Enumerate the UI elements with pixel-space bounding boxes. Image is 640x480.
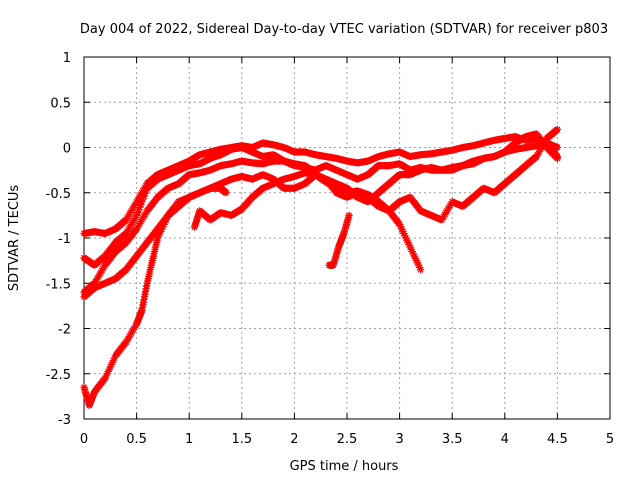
- x-tick-label: 3: [395, 432, 403, 447]
- data-point-marker: [417, 266, 425, 274]
- data-point-marker: [404, 238, 412, 247]
- data-point-marker: [553, 143, 561, 152]
- grid: [84, 57, 610, 419]
- x-tick-label: 0: [80, 432, 88, 447]
- chart-title: Day 004 of 2022, Sidereal Day-to-day VTE…: [80, 22, 608, 37]
- y-axis-tick-labels: 1 0.5 0 -0.5 -1 -1.5 -2 -2.5 -3: [46, 51, 71, 428]
- data-point-marker: [139, 195, 147, 203]
- y-tick-label: -1: [58, 232, 71, 247]
- data-point-marker: [109, 356, 118, 364]
- data-point-marker: [155, 232, 163, 240]
- x-tick-label: 4: [501, 432, 509, 447]
- data-point-marker: [345, 211, 353, 219]
- data-point-marker: [401, 232, 409, 240]
- series-track-6: [190, 169, 425, 274]
- data-point-marker: [106, 363, 114, 371]
- x-axis-tick-labels: 0 0.5 1 1.5 2 2.5 3 3.5 4 4.5 5: [80, 432, 614, 447]
- x-axis-title: GPS time / hours: [290, 459, 399, 474]
- data-point-marker: [396, 220, 404, 229]
- data-point-marker: [398, 225, 406, 233]
- y-tick-label: -0.5: [46, 187, 71, 202]
- data-point-marker: [406, 243, 414, 251]
- data-point-marker: [408, 247, 416, 256]
- data-series: [80, 125, 561, 410]
- data-point-marker: [405, 241, 413, 249]
- data-point-marker: [222, 189, 230, 197]
- data-point-marker: [156, 229, 164, 238]
- data-point-marker: [409, 250, 417, 258]
- data-point-marker: [108, 358, 117, 367]
- data-point-marker: [411, 254, 419, 262]
- y-tick-label: 0: [63, 142, 71, 157]
- x-tick-label: 4.5: [547, 432, 568, 447]
- data-point-marker: [553, 152, 561, 161]
- axis-ticks: [83, 56, 611, 420]
- data-point-marker: [400, 229, 408, 238]
- data-point-marker: [140, 192, 148, 200]
- x-tick-label: 1.5: [231, 432, 252, 447]
- data-point-marker: [158, 225, 166, 233]
- data-point-marker: [103, 370, 111, 378]
- data-point-marker: [415, 263, 424, 272]
- data-point-marker: [133, 211, 141, 219]
- data-point-marker: [136, 203, 144, 211]
- data-point-marker: [137, 200, 145, 209]
- data-point-marker: [162, 216, 170, 224]
- data-point-marker: [154, 234, 162, 242]
- data-point-marker: [414, 261, 423, 269]
- x-tick-label: 2: [290, 432, 298, 447]
- data-point-marker: [159, 223, 167, 231]
- data-point-marker: [160, 220, 168, 229]
- data-point-marker: [141, 190, 149, 198]
- data-point-marker: [403, 236, 411, 244]
- data-point-marker: [105, 365, 113, 373]
- series-track-7: [325, 211, 353, 269]
- y-tick-label: -2.5: [46, 368, 71, 383]
- data-point-marker: [104, 367, 112, 376]
- data-point-marker: [157, 227, 165, 235]
- data-point-marker: [161, 218, 169, 226]
- data-point-marker: [410, 252, 418, 260]
- x-tick-label: 2.5: [337, 432, 358, 447]
- data-point-marker: [397, 223, 405, 231]
- data-point-marker: [412, 257, 421, 265]
- x-tick-label: 0.5: [126, 432, 147, 447]
- data-point-marker: [407, 245, 415, 253]
- data-point-marker: [163, 214, 171, 222]
- data-point-marker: [142, 187, 150, 195]
- y-tick-label: -3: [58, 413, 71, 428]
- data-point-marker: [135, 206, 143, 214]
- data-point-marker: [101, 374, 109, 382]
- y-tick-label: -1.5: [46, 277, 71, 292]
- x-tick-label: 1: [185, 432, 193, 447]
- data-point-marker: [402, 234, 410, 242]
- data-point-marker: [553, 125, 561, 133]
- x-tick-label: 5: [606, 432, 614, 447]
- series-track-5: [80, 184, 230, 410]
- y-axis-title: SDTVAR / TECUs: [7, 185, 22, 292]
- data-point-marker: [107, 361, 115, 369]
- data-point-marker: [110, 354, 119, 362]
- data-point-marker: [138, 198, 146, 206]
- data-point-marker: [399, 227, 407, 235]
- y-tick-label: 1: [63, 51, 71, 66]
- y-tick-label: 0.5: [50, 96, 71, 111]
- data-point-marker: [134, 209, 142, 217]
- y-tick-label: -2: [58, 323, 71, 338]
- data-point-marker: [102, 372, 110, 380]
- data-point-marker: [413, 259, 422, 267]
- x-tick-label: 3.5: [442, 432, 463, 447]
